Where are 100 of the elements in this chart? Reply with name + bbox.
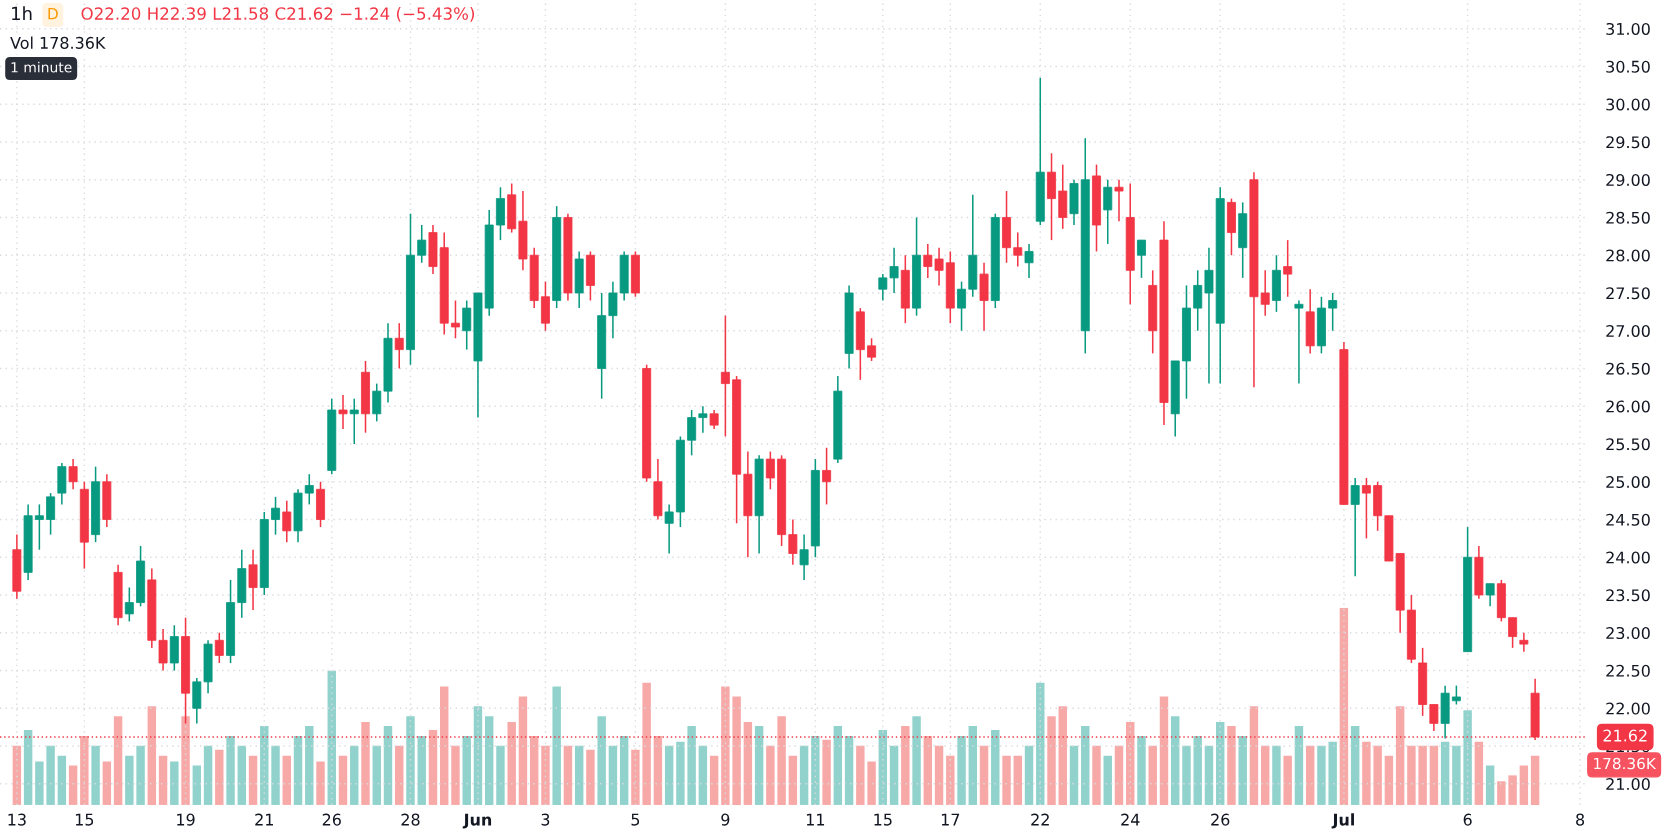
- bar: [35, 761, 44, 805]
- bar: [957, 735, 966, 805]
- bar: [822, 739, 831, 805]
- candlestick: [709, 409, 719, 430]
- candlestick: [1204, 246, 1214, 385]
- bar: [991, 730, 1000, 805]
- y-tick-label: 24.50: [1606, 513, 1650, 526]
- candlestick: [1519, 632, 1529, 653]
- bar: [192, 765, 202, 805]
- bar: [732, 696, 741, 805]
- bar: [1238, 735, 1247, 805]
- y-tick-label: 23.50: [1606, 589, 1650, 602]
- y-tick-label: 27.00: [1606, 324, 1650, 338]
- y-tick-label: 24.00: [1606, 551, 1650, 564]
- bar: [1047, 716, 1056, 805]
- bar: [125, 755, 134, 805]
- bar: [743, 722, 753, 805]
- bar: [181, 716, 190, 805]
- x-tick-label: 26: [1211, 813, 1230, 826]
- candlestick: [720, 314, 730, 438]
- candlestick: [394, 322, 404, 370]
- x-tick-label: Jun: [462, 813, 492, 829]
- bar: [451, 745, 460, 805]
- bar: [1182, 745, 1191, 805]
- bar: [642, 682, 651, 805]
- candlestick: [46, 492, 56, 536]
- bar: [462, 735, 471, 805]
- bar: [46, 745, 55, 805]
- x-tick-label: 15: [75, 813, 94, 826]
- y-tick-label: 31.00: [1606, 22, 1650, 35]
- y-tick-label: 26.50: [1606, 362, 1650, 375]
- bar: [1317, 745, 1326, 805]
- bar: [1024, 745, 1034, 805]
- candlestick: [451, 299, 460, 340]
- bar: [1193, 735, 1202, 805]
- candlestick: [1294, 299, 1304, 385]
- bar: [1204, 745, 1214, 805]
- x-tick-label: 22: [1031, 813, 1049, 826]
- x-tick-label: 9: [721, 813, 730, 826]
- chart-title: 1h: [12, 6, 32, 21]
- bar: [833, 726, 843, 805]
- bar: [1294, 726, 1304, 805]
- text: 178.36K: [1594, 757, 1657, 770]
- candlestick: [282, 499, 292, 543]
- x-tick-label: 15: [874, 813, 892, 826]
- bar: [417, 735, 426, 805]
- y-tick-label: 25.00: [1606, 475, 1650, 489]
- bar: [721, 686, 730, 805]
- bar: [80, 735, 89, 805]
- bar: [586, 749, 595, 805]
- x-tick-label: 5: [631, 813, 640, 826]
- bar: [676, 741, 685, 805]
- candlestick: [1350, 477, 1360, 577]
- bar: [1283, 755, 1292, 805]
- bar: [316, 761, 325, 805]
- bar: [1272, 745, 1281, 805]
- bar: [1530, 755, 1540, 805]
- bar: [856, 745, 865, 805]
- y-tick-label: 30.50: [1606, 60, 1650, 73]
- bar: [507, 722, 516, 805]
- x-tick-label: 11: [806, 813, 825, 826]
- bar: [102, 761, 112, 805]
- bar: [1384, 755, 1394, 805]
- bar: [766, 745, 775, 805]
- annotation: O22.20 H22.39 L21.58 C21.62 −1.24 (−5.43%): [81, 6, 475, 22]
- bar: [484, 716, 494, 805]
- y-tick-label: 26.00: [1606, 400, 1650, 413]
- bar: [1407, 745, 1416, 805]
- bar: [1485, 765, 1495, 805]
- ref-line-label: 21.62: [1603, 729, 1647, 742]
- bar: [383, 726, 393, 805]
- candlestick: [687, 409, 697, 457]
- bar: [653, 735, 663, 805]
- candlestick: [698, 405, 708, 434]
- y-tick-label: 23.00: [1606, 626, 1650, 640]
- bar: [203, 745, 213, 805]
- candlestick: [1137, 239, 1146, 279]
- bar: [1002, 755, 1011, 805]
- y-tick-label: 22.00: [1606, 702, 1650, 715]
- x-tick-label: 28: [401, 813, 420, 826]
- y-tick-label: 21.00: [1606, 778, 1650, 791]
- bar: [709, 755, 719, 805]
- bar: [1328, 741, 1337, 805]
- x-tick-label: 19: [177, 813, 195, 826]
- y-tick-label: 29.50: [1606, 136, 1650, 149]
- bar: [338, 755, 348, 805]
- bar: [215, 749, 224, 805]
- bar: [664, 745, 674, 805]
- candlestick: [124, 586, 134, 623]
- bar: [372, 745, 381, 805]
- bar: [1036, 682, 1045, 805]
- bar: [440, 686, 449, 805]
- bar: [68, 765, 78, 805]
- x-tick-label: 3: [541, 813, 550, 826]
- bar: [1350, 726, 1360, 805]
- annotation: Vol 178.36K: [10, 36, 106, 49]
- bar: [754, 726, 764, 805]
- bar: [260, 726, 269, 805]
- bar: [1058, 706, 1067, 805]
- y-tick-label: 28.50: [1606, 211, 1650, 224]
